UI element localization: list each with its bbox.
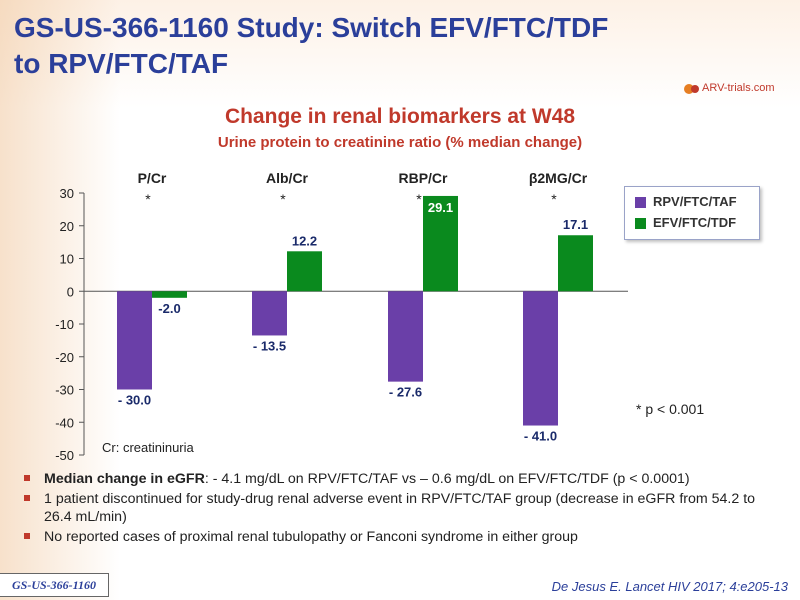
legend-label-rpv: RPV/FTC/TAF bbox=[653, 194, 737, 209]
citation: De Jesus E. Lancet HIV 2017; 4:e205-13 bbox=[551, 579, 788, 594]
significance-marker: * bbox=[416, 191, 422, 207]
bar-rpv bbox=[252, 291, 287, 336]
data-label: 12.2 bbox=[292, 233, 317, 248]
bullet-item: No reported cases of proximal renal tubu… bbox=[22, 528, 772, 546]
logo-mark-icon bbox=[684, 84, 699, 94]
slide-title: GS-US-366-1160 Study: Switch EFV/FTC/TDF… bbox=[14, 10, 714, 82]
significance-marker: * bbox=[551, 191, 557, 207]
chart-legend: RPV/FTC/TAF EFV/FTC/TDF bbox=[624, 186, 760, 240]
bullet-text: : - 4.1 mg/dL on RPV/FTC/TAF vs – 0.6 mg… bbox=[204, 471, 690, 487]
bar-efv bbox=[287, 251, 322, 292]
bar-efv bbox=[558, 235, 593, 292]
bar-rpv bbox=[388, 291, 423, 382]
chart-subtitle: Urine protein to creatinine ratio (% med… bbox=[217, 134, 583, 151]
bullet-text: 1 patient discontinued for study-drug re… bbox=[44, 491, 756, 525]
data-label: - 13.5 bbox=[253, 338, 286, 353]
significance-marker: * bbox=[280, 191, 286, 207]
y-tick-label: -30 bbox=[55, 383, 74, 398]
background-fade bbox=[0, 0, 120, 600]
significance-marker: * bbox=[145, 191, 151, 207]
legend-swatch-rpv bbox=[635, 197, 646, 208]
bar-efv bbox=[152, 291, 187, 298]
y-tick-label: -40 bbox=[55, 415, 74, 430]
category-label: P/Cr bbox=[138, 170, 167, 186]
y-tick-label: 10 bbox=[60, 252, 74, 267]
y-tick-label: 0 bbox=[67, 284, 74, 299]
slide-title-line-2: to RPV/FTC/TAF bbox=[14, 48, 229, 79]
data-label: -2.0 bbox=[158, 301, 180, 316]
y-tick-label: 20 bbox=[60, 219, 74, 234]
slide-title-line-1: GS-US-366-1160 Study: Switch EFV/FTC/TDF bbox=[14, 12, 609, 43]
legend-label-efv: EFV/FTC/TDF bbox=[653, 215, 737, 230]
bullet-item: Median change in eGFR: - 4.1 mg/dL on RP… bbox=[22, 470, 772, 488]
creatininuria-note: Cr: creatininuria bbox=[102, 440, 194, 455]
bullet-square-icon bbox=[24, 475, 30, 481]
bullet-item: 1 patient discontinued for study-drug re… bbox=[22, 490, 772, 526]
category-label: Alb/Cr bbox=[266, 170, 309, 186]
study-badge: GS-US-366-1160 bbox=[0, 573, 109, 597]
bar-rpv bbox=[117, 291, 152, 390]
data-label: - 41.0 bbox=[524, 429, 557, 444]
logo-text: ARV-trials.com bbox=[702, 82, 775, 94]
bullet-square-icon bbox=[24, 495, 30, 501]
p-value-footnote: * p < 0.001 bbox=[636, 401, 705, 417]
y-tick-label: -10 bbox=[55, 317, 74, 332]
data-label: - 27.6 bbox=[389, 385, 422, 400]
bar-rpv bbox=[523, 291, 558, 426]
data-label: - 30.0 bbox=[118, 393, 151, 408]
category-label: β2MG/Cr bbox=[529, 170, 588, 186]
bar-efv bbox=[423, 195, 458, 292]
data-label: 17.1 bbox=[563, 217, 588, 232]
data-label: 29.1 bbox=[428, 200, 453, 215]
y-tick-label: -20 bbox=[55, 350, 74, 365]
bullet-text: No reported cases of proximal renal tubu… bbox=[44, 529, 578, 545]
arv-trials-logo: ARV-trials.com bbox=[680, 80, 795, 100]
bullet-square-icon bbox=[24, 533, 30, 539]
category-label: RBP/Cr bbox=[398, 170, 448, 186]
y-tick-label: 30 bbox=[60, 186, 74, 201]
chart-title: Change in renal biomarkers at W48 bbox=[224, 105, 576, 128]
y-tick-label: -50 bbox=[55, 448, 74, 463]
bullet-list: Median change in eGFR: - 4.1 mg/dL on RP… bbox=[22, 470, 772, 548]
bullet-bold-text: Median change in eGFR bbox=[44, 471, 205, 487]
legend-swatch-efv bbox=[635, 218, 646, 229]
